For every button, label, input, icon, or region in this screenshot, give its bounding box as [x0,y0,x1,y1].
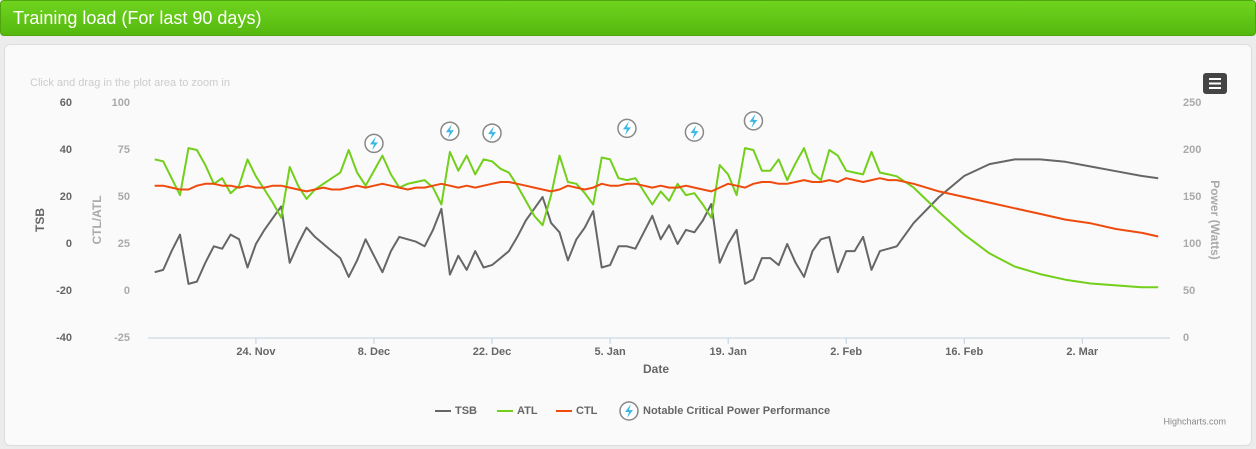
y2-axis-title: CTL/ATL [90,195,104,244]
y-tick-label: 0 [66,238,72,250]
y2-tick-label: -25 [114,332,130,344]
chart-title: Training load (For last 90 days) [13,8,262,28]
y2-tick-label: 0 [124,285,130,297]
y3-tick-label: 50 [1183,285,1195,297]
y2-tick-label: 75 [118,144,130,156]
legend-label: TSB [455,405,477,417]
power-marker [617,118,637,139]
x-tick-label: 2. Feb [830,346,862,358]
y3-tick-label: 150 [1183,191,1201,203]
marker-bolt [445,124,454,139]
y-tick-label: 40 [60,144,72,156]
x-axis-title: Date [643,362,669,376]
legend-label: ATL [517,405,538,417]
x-tick-label: 16. Feb [945,346,983,358]
y-tick-label: 20 [60,191,72,203]
menu-button[interactable] [1203,73,1227,94]
marker-bolt [369,136,378,151]
menu-icon [1209,78,1221,89]
marker-bolt [749,113,758,128]
y-axis-title: TSB [33,208,47,232]
y3-tick-label: 0 [1183,332,1189,344]
chart-panel [4,44,1252,446]
credits: Highcharts.com [1163,416,1226,426]
zoom-hint: Click and drag in the plot area to zoom … [30,77,230,89]
y2-tick-label: 50 [118,191,130,203]
x-tick-label: 5. Jan [594,346,625,358]
marker-bolt [622,121,631,136]
y-tick-label: 60 [60,97,72,109]
y2-tick-label: 100 [112,97,130,109]
series-line [154,147,1159,289]
marker-bolt [488,126,497,141]
x-tick-label: 2. Mar [1066,346,1099,358]
series-line [154,177,1159,238]
power-marker [364,133,384,154]
power-marker [743,111,764,131]
marker-bolt [690,125,699,140]
series-line [154,158,1159,285]
y2-tick-label: 25 [118,238,130,250]
legend-label: CTL [576,405,598,417]
y-tick-label: -20 [56,285,72,297]
power-marker [440,121,460,141]
x-tick-label: 24. Nov [236,346,276,358]
y3-tick-label: 200 [1183,144,1201,156]
y3-tick-label: 100 [1183,238,1201,250]
y3-tick-label: 250 [1183,97,1201,109]
header-bar: Training load (For last 90 days) [0,0,1256,36]
y3-axis-title: Power (Watts) [1208,180,1222,260]
legend-label: Notable Critical Power Performance [643,405,830,417]
power-marker [684,122,705,142]
x-tick-label: 19. Jan [709,346,747,358]
x-tick-label: 8. Dec [358,346,390,358]
legend-symbol [619,401,639,421]
power-marker [482,123,502,143]
marker-bolt [625,404,633,418]
x-tick-label: 22. Dec [473,346,512,358]
y-tick-label: -40 [56,332,72,344]
